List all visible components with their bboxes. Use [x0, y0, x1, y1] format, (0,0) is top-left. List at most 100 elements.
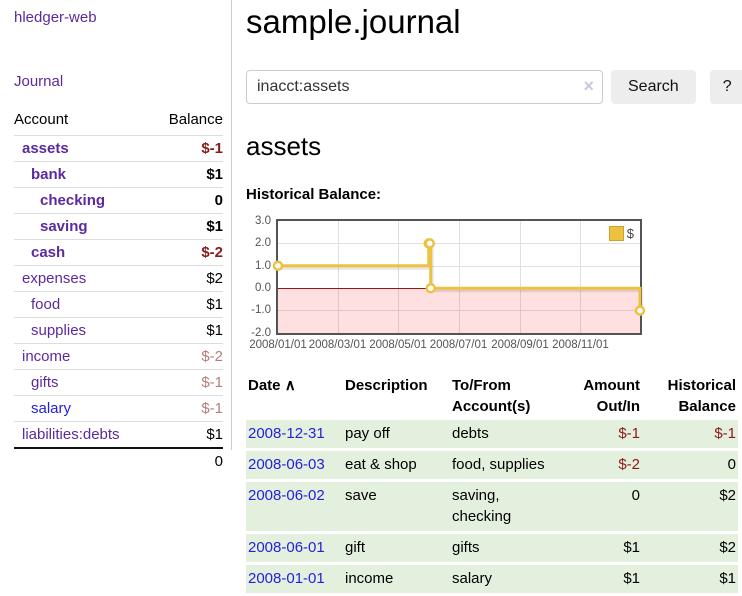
search-input[interactable] — [246, 70, 603, 105]
negative-balance-region — [278, 288, 640, 334]
x-axis-tick-label: 2008/01/01 — [249, 339, 307, 352]
transaction-date-link[interactable]: 2008-06-03 — [248, 456, 325, 474]
account-row: saving $1 — [14, 213, 223, 240]
data-point-marker — [425, 283, 436, 294]
account-link[interactable]: cash — [31, 244, 66, 261]
transaction-accounts: food, supplies — [450, 451, 560, 480]
account-link[interactable]: gifts — [31, 374, 59, 391]
account-row: cash $-2 — [14, 239, 223, 266]
account-link[interactable]: food — [31, 296, 61, 313]
account-balance: $-2 — [152, 239, 223, 266]
x-axis-tick-label: 2008/05/01 — [369, 339, 427, 352]
register-row: 2008-06-03 eat & shop food, supplies $-2 0 — [246, 451, 738, 480]
search-form: × Search ? — [246, 70, 742, 105]
account-link[interactable]: income — [22, 348, 71, 365]
transaction-accounts: salary — [450, 565, 560, 594]
y-axis-tick-label: 2.0 — [255, 237, 271, 250]
register-header-date[interactable]: Date ∧ — [248, 377, 296, 395]
register-row: 2008-12-31 pay off debts $-1 $-1 — [246, 420, 738, 449]
transaction-accounts: saving, checking — [450, 482, 560, 532]
account-link[interactable]: liabilities:debts — [22, 426, 120, 443]
clear-search-icon[interactable]: × — [583, 76, 594, 97]
account-link[interactable]: checking — [40, 192, 106, 209]
account-balance: $1 — [152, 161, 223, 188]
transaction-description: gift — [343, 534, 450, 563]
vertical-gridline — [458, 221, 460, 334]
transaction-balance: 0 — [642, 451, 738, 480]
vertical-gridline — [580, 221, 582, 334]
historical-balance-chart[interactable]: 3.0 2.0 1.0 0.0 -1.0 -2.0 $2008/01/01 2008/03/0… — [246, 211, 726, 356]
account-link[interactable]: salary — [31, 400, 72, 417]
vertical-gridline — [519, 221, 521, 334]
horizontal-gridline — [278, 310, 640, 312]
transaction-description: income — [343, 565, 450, 594]
legend-swatch-icon — [608, 226, 624, 242]
transaction-balance: $2 — [642, 534, 738, 563]
account-link[interactable]: expenses — [22, 270, 87, 287]
sidebar-item-journal[interactable]: Journal — [14, 73, 64, 90]
account-row: gifts $-1 — [14, 369, 223, 396]
transaction-accounts: debts — [450, 420, 560, 449]
balance-line-series — [272, 238, 646, 317]
transaction-description: eat & shop — [343, 451, 450, 480]
account-link[interactable]: supplies — [31, 322, 87, 339]
account-link[interactable]: bank — [31, 166, 67, 183]
transaction-amount: $-2 — [560, 451, 642, 480]
register-header-balance: Historical Balance — [667, 377, 736, 416]
transaction-date-link[interactable]: 2008-06-01 — [248, 539, 325, 557]
account-balance: $1 — [152, 291, 223, 318]
register-header-row: Date ∧ Description To/From Account(s) Am… — [246, 375, 738, 417]
register-row: 2008-01-01 income salary $1 $1 — [246, 565, 738, 594]
transaction-balance: $-1 — [642, 420, 738, 449]
transaction-balance: $2 — [642, 482, 738, 532]
account-row: income $-2 — [14, 343, 223, 370]
accounts-header-account: Account — [14, 111, 69, 128]
account-link[interactable]: saving — [40, 218, 88, 235]
accounts-total-value: 0 — [152, 447, 223, 474]
account-row: liabilities:debts $1 — [14, 421, 223, 448]
y-axis-tick-label: 1.0 — [255, 259, 271, 272]
account-balance: $-1 — [152, 369, 223, 396]
y-axis-tick-label: 0.0 — [255, 281, 271, 294]
horizontal-gridline — [278, 265, 640, 267]
main-content: sample.journal × Search ? assets Histori… — [246, 0, 742, 596]
help-button[interactable]: ? — [709, 70, 742, 105]
accounts-header-balance: Balance — [168, 111, 223, 128]
transaction-amount: $-1 — [560, 420, 642, 449]
account-row: salary $-1 — [14, 395, 223, 422]
account-row: expenses $2 — [14, 265, 223, 292]
account-balance: $-1 — [152, 395, 223, 422]
register-row: 2008-06-01 gift gifts $1 $2 — [246, 534, 738, 563]
account-row: bank $1 — [14, 161, 223, 188]
data-point-marker — [424, 238, 435, 249]
register-table: Date ∧ Description To/From Account(s) Am… — [246, 372, 738, 596]
x-axis-tick-label: 2008/11/01 — [552, 339, 609, 352]
transaction-amount: $1 — [560, 534, 642, 563]
legend-label: $ — [626, 226, 634, 242]
transaction-date-link[interactable]: 2008-12-31 — [248, 425, 325, 443]
search-button[interactable]: Search — [611, 70, 696, 105]
transaction-amount: 0 — [560, 482, 642, 532]
account-row: supplies $1 — [14, 317, 223, 344]
transaction-description: save — [343, 482, 450, 532]
x-axis-tick-label: 2008/09/01 — [491, 339, 549, 352]
account-link[interactable]: assets — [22, 140, 69, 157]
y-axis-tick-label: -1.0 — [251, 304, 271, 317]
account-row: assets $-1 — [14, 135, 223, 162]
account-balance: $1 — [152, 317, 223, 344]
register-header-accounts: To/From Account(s) — [452, 377, 531, 416]
transaction-description: pay off — [343, 420, 450, 449]
account-balance: $-1 — [152, 135, 223, 162]
sort-ascending-icon: ∧ — [284, 377, 296, 395]
sidebar: hledger-web Journal Account Balance asse… — [0, 0, 232, 474]
y-axis-tick-label: -2.0 — [251, 326, 271, 339]
account-row: checking 0 — [14, 187, 223, 214]
account-balance: $1 — [152, 421, 223, 448]
transaction-date-link[interactable]: 2008-06-02 — [248, 487, 325, 505]
register-header-description: Description — [345, 377, 428, 395]
app-title-link[interactable]: hledger-web — [14, 9, 97, 26]
horizontal-gridline — [278, 243, 640, 245]
transaction-date-link[interactable]: 2008-01-01 — [248, 570, 325, 588]
transaction-accounts: gifts — [450, 534, 560, 563]
account-row: food $1 — [14, 291, 223, 318]
